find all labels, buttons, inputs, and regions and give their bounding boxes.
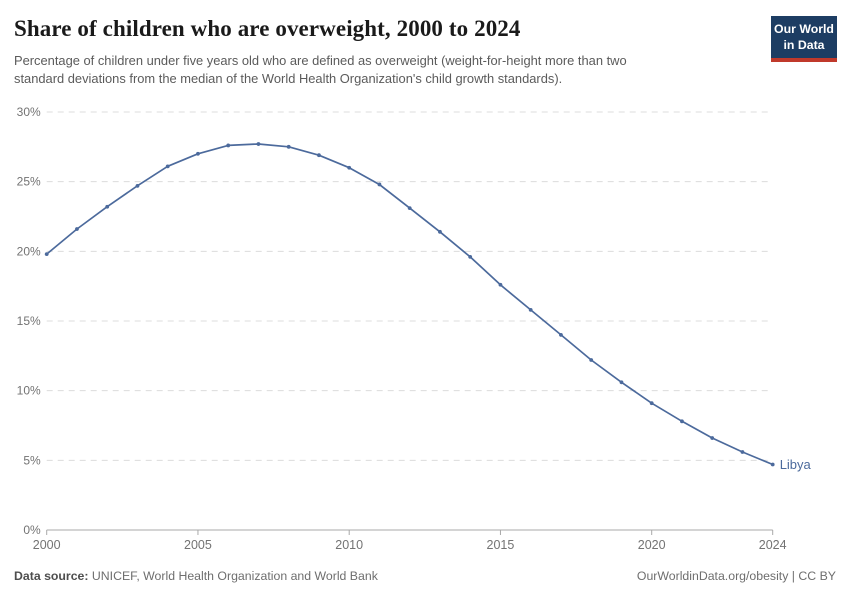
x-tick-label: 2005 (184, 538, 212, 552)
series-end-label[interactable]: Libya (780, 457, 812, 472)
y-tick-label: 20% (17, 244, 41, 258)
data-point-2017[interactable] (559, 333, 563, 337)
chart-subtitle: Percentage of children under five years … (14, 53, 627, 87)
x-tick-label: 2000 (33, 538, 61, 552)
y-tick-label: 30% (17, 105, 41, 119)
data-point-2016[interactable] (528, 307, 533, 312)
data-point-2004[interactable] (165, 164, 170, 169)
data-point-2019[interactable] (619, 380, 624, 385)
trend-line[interactable] (45, 143, 774, 466)
y-tick-label: 25% (17, 175, 41, 189)
data-point-2007[interactable] (256, 142, 261, 146)
data-point-2014[interactable] (468, 255, 473, 259)
line-chart-canvas[interactable]: 0% 5% 10% 15% 20% 25% 30% 2000 2005 2010 2015 2020 2… (0, 98, 850, 563)
data-point-2011[interactable] (377, 182, 382, 187)
data-point-2009[interactable] (317, 153, 321, 158)
data-point-2010[interactable] (347, 165, 352, 170)
owid-logo-line2: in Data (783, 37, 825, 52)
data-source-note: Data source: UNICEF, World Health Organi… (14, 569, 378, 583)
data-source-label: Data source: (14, 569, 89, 583)
data-point-2015[interactable] (498, 282, 503, 287)
data-point-2002[interactable] (105, 204, 110, 209)
page-title: Share of children who are overweight, 20… (14, 16, 521, 41)
x-tick-label: 2024 (759, 538, 787, 552)
data-point-2012[interactable] (407, 206, 412, 211)
x-tick-label: 2020 (638, 538, 666, 552)
data-point-2021[interactable] (680, 419, 684, 424)
data-point-2022[interactable] (710, 436, 715, 440)
data-point-2018[interactable] (589, 358, 594, 362)
y-tick-label: 0% (23, 523, 41, 537)
attribution-link[interactable]: OurWorldinData.org/obesity | CC BY (636, 569, 836, 583)
data-point-2023[interactable] (740, 450, 745, 454)
data-point-2008[interactable] (286, 144, 291, 149)
data-point-2013[interactable] (438, 229, 442, 234)
x-tick-label: 2010 (335, 538, 363, 552)
x-tick-label: 2015 (487, 538, 515, 552)
data-point-2024[interactable] (770, 462, 775, 467)
data-point-2005[interactable] (196, 151, 200, 156)
data-point-2001[interactable] (75, 227, 79, 231)
owid-logo-line1: Our World (774, 22, 834, 36)
data-point-2006[interactable] (226, 143, 231, 148)
data-point-2003[interactable] (135, 183, 140, 188)
y-tick-label: 5% (23, 453, 41, 467)
data-point-2000[interactable] (44, 252, 49, 257)
y-tick-label: 10% (17, 384, 41, 398)
data-source-text: UNICEF, World Health Organization and Wo… (91, 569, 378, 583)
y-tick-label: 15% (17, 314, 41, 328)
owid-logo: Our World in Data (771, 16, 837, 63)
data-point-2020[interactable] (649, 401, 654, 406)
